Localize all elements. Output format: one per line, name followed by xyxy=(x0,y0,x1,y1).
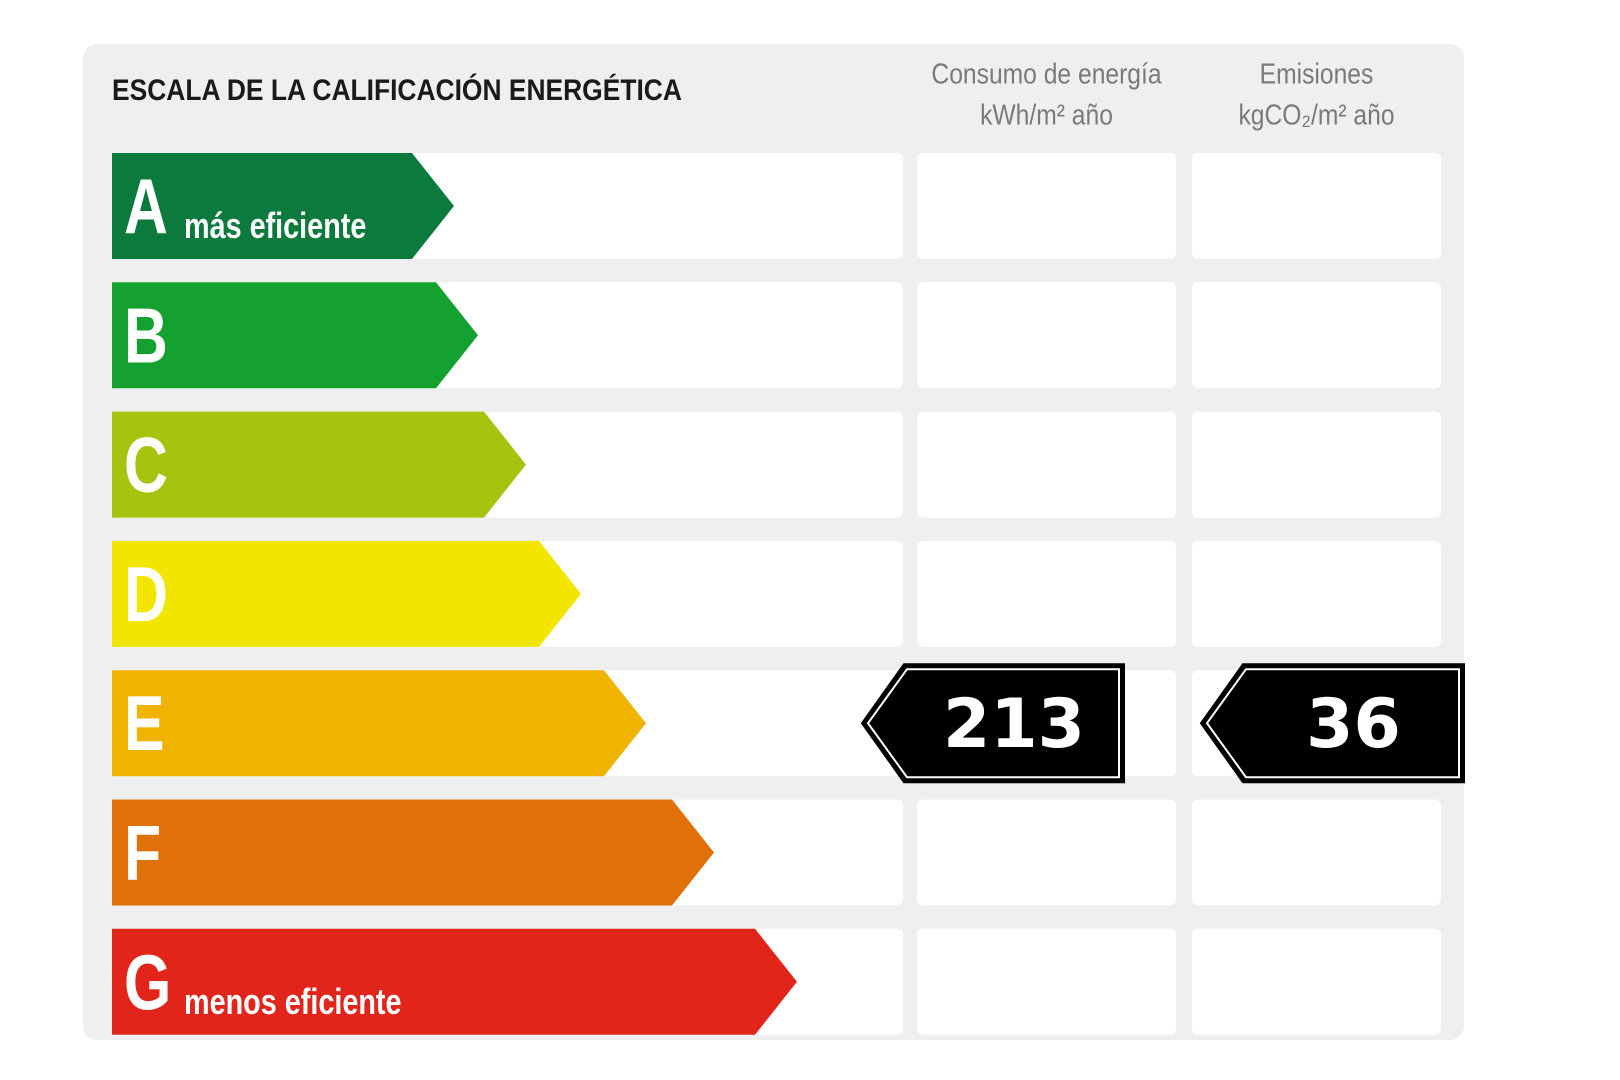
value-badge xyxy=(860,663,1125,784)
rating-letter: C xyxy=(124,421,168,508)
rating-arrow xyxy=(112,411,526,518)
rating-arrow xyxy=(112,670,646,777)
value-emissions: 36 xyxy=(1306,685,1401,764)
value-energy: 213 xyxy=(943,685,1085,764)
rating-letter: B xyxy=(124,292,168,379)
rating-description: más eficiente xyxy=(184,205,366,246)
column-unit: kgCO₂/m² año xyxy=(1238,99,1394,131)
value-cell xyxy=(1192,928,1441,1035)
value-cell xyxy=(1192,282,1441,389)
value-badge-outline xyxy=(1205,668,1460,779)
value-cell xyxy=(1192,153,1441,259)
rating-arrow xyxy=(112,799,714,906)
value-cell xyxy=(1192,411,1441,518)
rating-arrow xyxy=(112,540,581,647)
rating-arrow xyxy=(112,153,454,259)
rating-letter: A xyxy=(124,163,168,250)
title: ESCALA DE LA CALIFICACIÓN ENERGÉTICA xyxy=(112,72,682,106)
column-title: Consumo de energía xyxy=(931,58,1161,90)
rating-arrow xyxy=(112,282,478,389)
rating-letter: F xyxy=(124,809,161,896)
value-cell xyxy=(1192,799,1441,906)
value-cell xyxy=(917,153,1176,259)
value-cell xyxy=(917,540,1176,647)
value-badge xyxy=(1199,663,1465,784)
value-badge-outline xyxy=(866,668,1120,779)
column-title: Emisiones xyxy=(1260,58,1374,90)
rating-description: menos eficiente xyxy=(184,981,402,1022)
rating-letter: E xyxy=(124,680,165,767)
rating-letter: G xyxy=(124,939,171,1026)
value-cell xyxy=(917,411,1176,518)
column-unit: kWh/m² año xyxy=(980,99,1113,131)
value-cell xyxy=(917,799,1176,906)
value-cell xyxy=(917,928,1176,1035)
value-cell xyxy=(917,282,1176,389)
rating-arrow xyxy=(112,928,797,1035)
rating-letter: D xyxy=(124,551,168,638)
value-cell xyxy=(1192,540,1441,647)
